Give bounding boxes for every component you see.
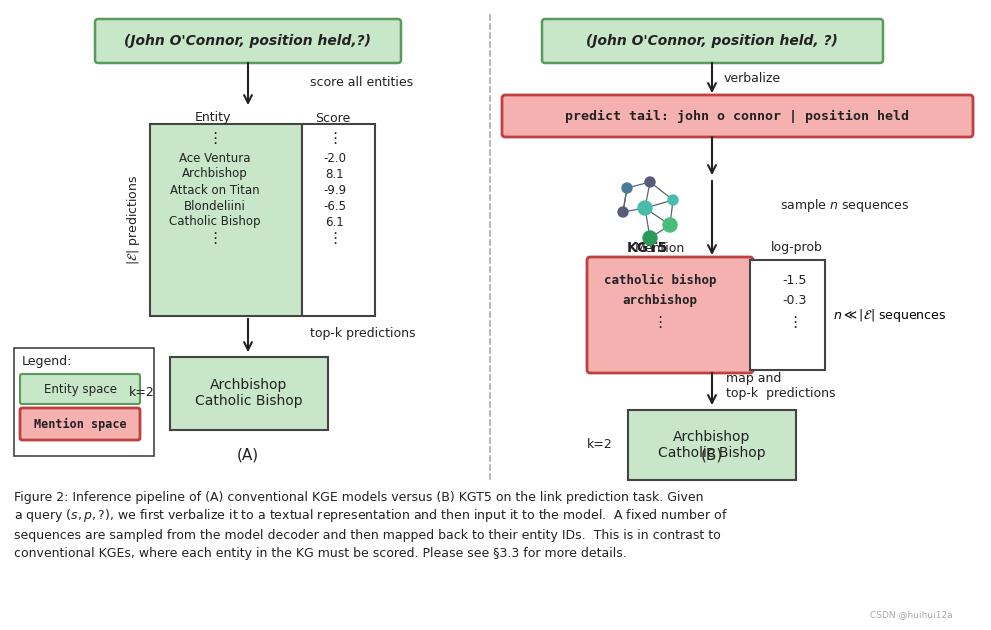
Text: KGT5: KGT5 <box>626 241 668 255</box>
Text: Score: Score <box>315 112 351 125</box>
Text: ⋮: ⋮ <box>652 316 668 331</box>
Text: Mention space: Mention space <box>34 418 126 430</box>
Text: Legend:: Legend: <box>22 355 72 369</box>
Text: $n \ll |\mathcal{E}|$ sequences: $n \ll |\mathcal{E}|$ sequences <box>833 307 946 323</box>
Text: Attack on Titan: Attack on Titan <box>170 183 260 197</box>
Text: catholic bishop: catholic bishop <box>604 273 716 287</box>
Text: top-k predictions: top-k predictions <box>310 326 415 340</box>
FancyBboxPatch shape <box>95 19 401 63</box>
Text: predict tail: john o connor | position held: predict tail: john o connor | position h… <box>565 110 909 123</box>
Text: -1.5: -1.5 <box>783 273 808 287</box>
Circle shape <box>622 183 632 193</box>
Circle shape <box>645 177 655 187</box>
Text: k=2: k=2 <box>588 438 613 452</box>
Text: a query $(s, p, ?)$, we first verbalize it to a textual representation and then : a query $(s, p, ?)$, we first verbalize … <box>14 508 728 525</box>
Text: Entity space: Entity space <box>44 382 117 396</box>
Text: Catholic Bishop: Catholic Bishop <box>169 215 261 229</box>
Text: Ace Ventura: Ace Ventura <box>179 151 251 164</box>
FancyBboxPatch shape <box>502 95 973 137</box>
Text: Archbishop
Catholic Bishop: Archbishop Catholic Bishop <box>658 430 766 460</box>
Bar <box>302 124 375 316</box>
Text: log-prob: log-prob <box>771 241 823 255</box>
Text: sample $n$ sequences: sample $n$ sequences <box>780 197 910 214</box>
Text: ⋮: ⋮ <box>327 231 343 246</box>
Bar <box>750 260 825 370</box>
FancyBboxPatch shape <box>20 408 140 440</box>
Text: k=2: k=2 <box>129 386 155 399</box>
Text: ⋮: ⋮ <box>207 130 223 146</box>
Text: (A): (A) <box>237 447 259 462</box>
Text: (John O'Connor, position held, ?): (John O'Connor, position held, ?) <box>586 34 838 48</box>
FancyBboxPatch shape <box>20 374 140 404</box>
Text: archbishop: archbishop <box>622 294 698 307</box>
Text: Blondeliini: Blondeliini <box>184 200 246 212</box>
Text: -0.3: -0.3 <box>783 294 808 307</box>
Text: Archbishop: Archbishop <box>182 168 248 181</box>
Text: Mention: Mention <box>635 241 685 255</box>
Text: 6.1: 6.1 <box>326 215 345 229</box>
Circle shape <box>643 231 657 245</box>
Text: -6.5: -6.5 <box>323 200 347 212</box>
Circle shape <box>663 218 677 232</box>
Text: sequences are sampled from the model decoder and then mapped back to their entit: sequences are sampled from the model dec… <box>14 529 720 542</box>
Text: (John O'Connor, position held,?): (John O'Connor, position held,?) <box>125 34 372 48</box>
Text: Entity: Entity <box>195 112 231 125</box>
Bar <box>170 357 328 430</box>
Text: ⋮: ⋮ <box>207 231 223 246</box>
Circle shape <box>668 195 678 205</box>
Bar <box>628 410 796 480</box>
Text: -9.9: -9.9 <box>323 183 347 197</box>
Text: Figure 2: Inference pipeline of (A) conventional KGE models versus (B) KGT5 on t: Figure 2: Inference pipeline of (A) conv… <box>14 491 704 503</box>
Text: 8.1: 8.1 <box>326 168 344 181</box>
FancyBboxPatch shape <box>587 257 753 373</box>
Text: ⋮: ⋮ <box>788 316 803 331</box>
Bar <box>150 124 302 316</box>
Text: score all entities: score all entities <box>310 76 413 88</box>
Bar <box>14 348 154 456</box>
Text: conventional KGEs, where each entity in the KG must be scored. Please see §3.3 f: conventional KGEs, where each entity in … <box>14 547 626 561</box>
Text: Archbishop
Catholic Bishop: Archbishop Catholic Bishop <box>195 378 303 408</box>
Circle shape <box>618 207 628 217</box>
FancyBboxPatch shape <box>542 19 883 63</box>
Text: (B): (B) <box>701 447 723 462</box>
Text: verbalize: verbalize <box>724 71 781 84</box>
Text: map and
top-k  predictions: map and top-k predictions <box>726 372 835 400</box>
Text: ⋮: ⋮ <box>327 130 343 146</box>
Circle shape <box>638 201 652 215</box>
Text: $|\mathcal{E}|$ predictions: $|\mathcal{E}|$ predictions <box>125 175 142 265</box>
Text: -2.0: -2.0 <box>323 151 347 164</box>
Text: CSDN @huihui12a: CSDN @huihui12a <box>870 610 952 619</box>
